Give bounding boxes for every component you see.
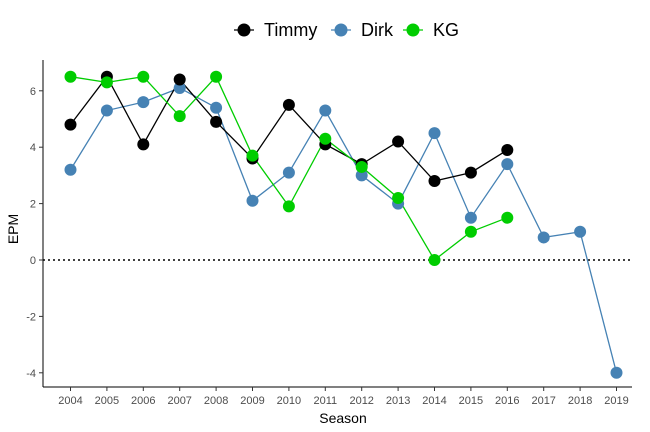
point-dirk bbox=[501, 158, 514, 171]
x-tick-label: 2019 bbox=[604, 395, 628, 407]
x-tick-label: 2011 bbox=[313, 395, 337, 407]
point-kg bbox=[100, 76, 113, 89]
point-kg bbox=[501, 211, 514, 224]
legend-marker-dirk bbox=[334, 23, 348, 37]
point-timmy bbox=[137, 138, 150, 151]
point-dirk bbox=[210, 101, 223, 114]
x-axis-title: Season bbox=[319, 410, 366, 426]
point-dirk bbox=[319, 104, 332, 117]
x-tick-label: 2012 bbox=[349, 395, 373, 407]
point-kg bbox=[392, 191, 405, 204]
point-kg bbox=[319, 132, 332, 145]
point-kg bbox=[246, 149, 259, 162]
point-kg bbox=[137, 70, 150, 83]
point-dirk bbox=[64, 163, 77, 176]
series-points bbox=[64, 70, 623, 379]
point-kg bbox=[282, 200, 295, 213]
point-dirk bbox=[173, 81, 186, 94]
point-timmy bbox=[428, 175, 441, 188]
y-tick-label: -2 bbox=[26, 311, 36, 323]
series-line-timmy bbox=[69, 75, 508, 182]
x-tick-label: 2015 bbox=[459, 395, 483, 407]
y-tick-label: 6 bbox=[30, 86, 36, 98]
y-tick-label: 4 bbox=[30, 142, 36, 154]
point-dirk bbox=[610, 366, 623, 379]
point-dirk bbox=[137, 96, 150, 109]
x-tick-label: 2010 bbox=[277, 395, 301, 407]
y-tick-label: -4 bbox=[26, 368, 36, 380]
x-tick-label: 2013 bbox=[386, 395, 410, 407]
point-timmy bbox=[501, 144, 514, 157]
legend-marker-timmy bbox=[237, 23, 251, 37]
x-tick-label: 2005 bbox=[95, 395, 119, 407]
x-tick-label: 2007 bbox=[167, 395, 191, 407]
legend-label-kg: KG bbox=[433, 20, 459, 40]
point-timmy bbox=[464, 166, 477, 179]
x-tick-label: 2004 bbox=[58, 395, 82, 407]
x-axis-ticks: 2004 2005 2006 2007 2008 2009 2010 2011 2012 2013… bbox=[58, 387, 629, 407]
x-tick-label: 2009 bbox=[240, 395, 264, 407]
legend: Timmy Dirk KG bbox=[234, 20, 459, 40]
y-tick-label: 2 bbox=[30, 199, 36, 211]
x-tick-label: 2016 bbox=[495, 395, 519, 407]
point-kg bbox=[428, 254, 441, 266]
point-dirk bbox=[428, 127, 441, 140]
point-timmy bbox=[392, 135, 405, 148]
x-tick-label: 2018 bbox=[568, 395, 592, 407]
series-line-dirk bbox=[69, 87, 618, 373]
legend-marker-kg bbox=[406, 23, 420, 37]
x-tick-label: 2006 bbox=[131, 395, 155, 407]
series-lines bbox=[69, 75, 618, 373]
point-kg bbox=[173, 110, 186, 123]
y-axis-ticks: -4 -2 0 2 4 6 bbox=[26, 86, 43, 380]
legend-label-timmy: Timmy bbox=[264, 20, 317, 40]
point-dirk bbox=[574, 225, 587, 238]
point-timmy bbox=[64, 118, 77, 131]
y-tick-label: 0 bbox=[30, 255, 36, 267]
x-tick-label: 2017 bbox=[531, 395, 555, 407]
point-dirk bbox=[100, 104, 113, 117]
point-timmy bbox=[210, 115, 223, 128]
plot-area: -4 -2 0 2 4 6 2004 2005 2006 2007 2008 2009 2010 201… bbox=[26, 60, 632, 407]
point-kg bbox=[464, 225, 477, 238]
x-tick-label: 2008 bbox=[204, 395, 228, 407]
y-axis-title: EPM bbox=[5, 214, 21, 244]
point-kg bbox=[64, 70, 77, 83]
point-kg bbox=[210, 70, 223, 83]
point-timmy bbox=[173, 73, 186, 86]
point-timmy bbox=[282, 98, 295, 111]
point-dirk bbox=[246, 194, 259, 207]
point-dirk bbox=[282, 166, 295, 179]
x-tick-label: 2014 bbox=[422, 395, 446, 407]
point-dirk bbox=[537, 231, 550, 244]
point-kg bbox=[355, 160, 368, 173]
point-dirk bbox=[464, 211, 477, 224]
legend-label-dirk: Dirk bbox=[361, 20, 394, 40]
point-dirk bbox=[355, 169, 368, 182]
